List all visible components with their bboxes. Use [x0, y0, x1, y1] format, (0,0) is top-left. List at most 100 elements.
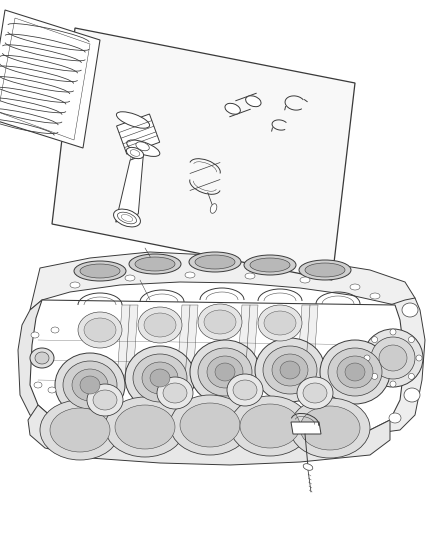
Ellipse shape — [328, 348, 382, 396]
Ellipse shape — [35, 352, 49, 364]
Polygon shape — [297, 305, 318, 380]
Ellipse shape — [138, 307, 182, 343]
Ellipse shape — [63, 361, 117, 409]
Ellipse shape — [55, 353, 125, 417]
Ellipse shape — [264, 311, 296, 335]
Ellipse shape — [371, 337, 415, 379]
Ellipse shape — [246, 96, 261, 107]
Ellipse shape — [404, 388, 420, 402]
Ellipse shape — [408, 337, 414, 343]
Ellipse shape — [117, 212, 137, 224]
Ellipse shape — [207, 356, 243, 388]
Ellipse shape — [74, 261, 126, 281]
Ellipse shape — [40, 400, 120, 460]
Ellipse shape — [371, 337, 378, 343]
Ellipse shape — [115, 405, 175, 449]
Ellipse shape — [70, 282, 80, 288]
Ellipse shape — [180, 403, 240, 447]
Ellipse shape — [125, 346, 195, 410]
Ellipse shape — [371, 374, 378, 379]
Ellipse shape — [280, 361, 300, 379]
Ellipse shape — [297, 377, 333, 409]
Ellipse shape — [72, 369, 108, 401]
Ellipse shape — [170, 395, 250, 455]
Ellipse shape — [290, 398, 370, 458]
Polygon shape — [237, 305, 258, 380]
Ellipse shape — [300, 406, 360, 450]
Ellipse shape — [78, 312, 122, 348]
Polygon shape — [177, 305, 198, 380]
Ellipse shape — [195, 255, 235, 269]
Polygon shape — [18, 300, 65, 420]
Ellipse shape — [30, 348, 54, 368]
Ellipse shape — [272, 354, 308, 386]
Ellipse shape — [408, 374, 414, 379]
Polygon shape — [117, 114, 160, 154]
Ellipse shape — [258, 305, 302, 341]
Ellipse shape — [389, 413, 401, 423]
Ellipse shape — [233, 380, 257, 400]
Ellipse shape — [51, 327, 59, 333]
Ellipse shape — [127, 148, 144, 159]
Ellipse shape — [210, 204, 217, 213]
Ellipse shape — [250, 258, 290, 272]
Ellipse shape — [416, 355, 422, 361]
Ellipse shape — [363, 329, 423, 387]
Ellipse shape — [390, 329, 396, 335]
Ellipse shape — [189, 252, 241, 272]
Polygon shape — [30, 252, 415, 310]
Ellipse shape — [80, 376, 100, 394]
Polygon shape — [116, 155, 143, 222]
Polygon shape — [52, 28, 355, 280]
Ellipse shape — [127, 140, 160, 156]
Ellipse shape — [337, 356, 373, 388]
Ellipse shape — [303, 464, 313, 470]
Ellipse shape — [50, 408, 110, 452]
Ellipse shape — [133, 354, 187, 402]
Ellipse shape — [34, 382, 42, 388]
Ellipse shape — [320, 340, 390, 404]
Ellipse shape — [142, 362, 178, 394]
Ellipse shape — [117, 112, 149, 128]
Ellipse shape — [121, 214, 133, 222]
Ellipse shape — [204, 310, 236, 334]
Polygon shape — [30, 300, 405, 440]
Polygon shape — [0, 10, 100, 148]
Polygon shape — [28, 405, 390, 465]
Ellipse shape — [190, 340, 260, 404]
Ellipse shape — [390, 381, 396, 387]
Ellipse shape — [263, 346, 317, 394]
Ellipse shape — [350, 284, 360, 290]
Ellipse shape — [370, 293, 380, 299]
Ellipse shape — [227, 374, 263, 406]
Ellipse shape — [150, 369, 170, 387]
Ellipse shape — [185, 272, 195, 278]
Ellipse shape — [129, 254, 181, 274]
Ellipse shape — [299, 260, 351, 280]
Ellipse shape — [130, 150, 140, 156]
Ellipse shape — [125, 275, 135, 281]
Ellipse shape — [345, 363, 365, 381]
Ellipse shape — [245, 273, 255, 279]
Ellipse shape — [230, 396, 310, 456]
Ellipse shape — [364, 355, 370, 361]
Ellipse shape — [48, 387, 56, 393]
Ellipse shape — [163, 383, 187, 403]
Ellipse shape — [255, 338, 325, 402]
Polygon shape — [291, 422, 321, 434]
Ellipse shape — [305, 263, 345, 277]
Ellipse shape — [300, 277, 310, 283]
Ellipse shape — [157, 377, 193, 409]
Ellipse shape — [379, 345, 407, 371]
Ellipse shape — [198, 304, 242, 340]
Ellipse shape — [198, 348, 252, 396]
Ellipse shape — [84, 318, 116, 342]
Ellipse shape — [215, 363, 235, 381]
Polygon shape — [375, 298, 425, 432]
Ellipse shape — [113, 209, 141, 227]
Ellipse shape — [87, 384, 123, 416]
Ellipse shape — [303, 383, 327, 403]
Ellipse shape — [240, 404, 300, 448]
Ellipse shape — [244, 255, 296, 275]
Ellipse shape — [80, 264, 120, 278]
